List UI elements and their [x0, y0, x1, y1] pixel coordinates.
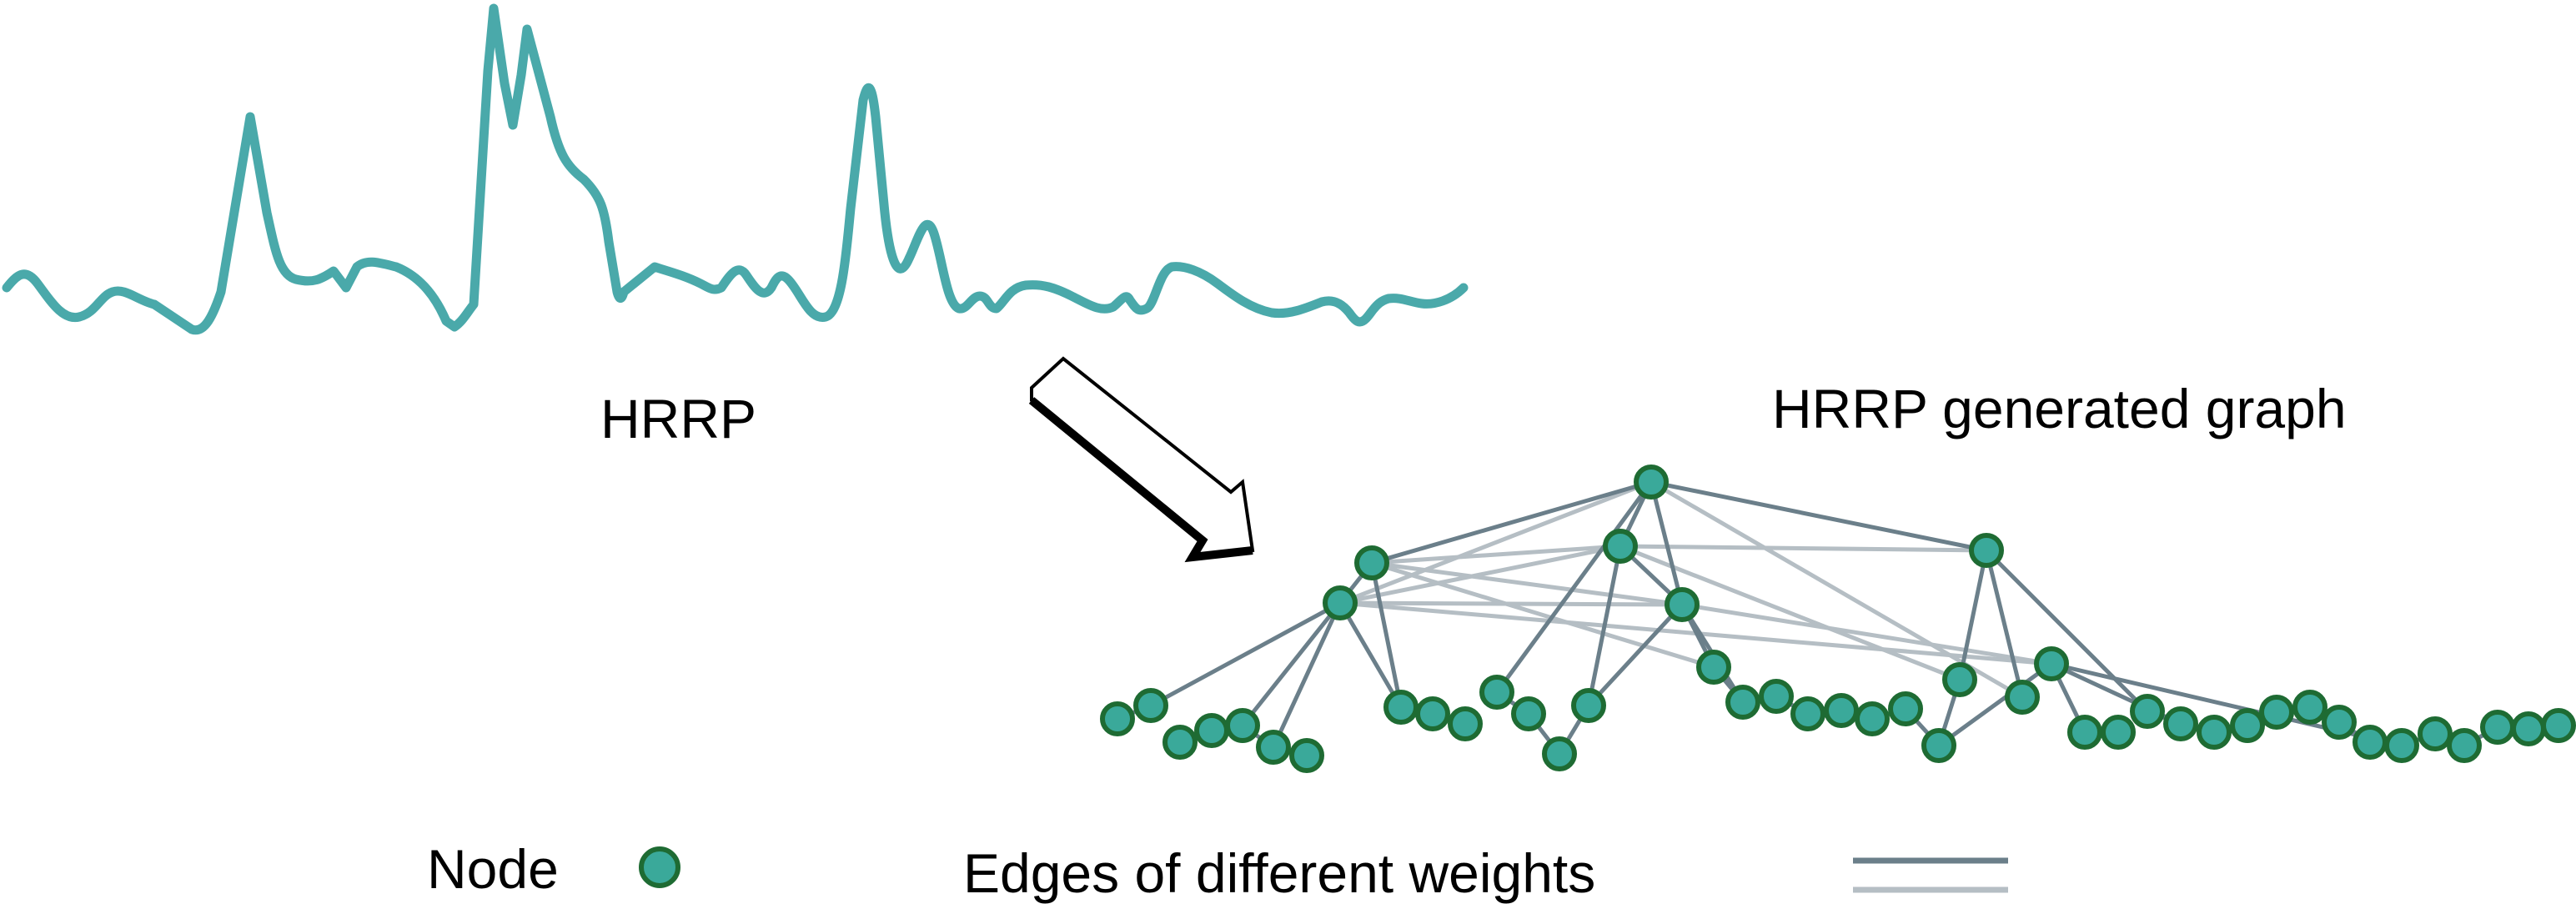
graph-nodes [1100, 465, 2576, 773]
graph-node [2480, 710, 2515, 745]
edge-light [1681, 602, 2052, 666]
graph-node [1603, 529, 1638, 564]
graph-node [1696, 650, 1731, 685]
graph-node [2067, 715, 2102, 750]
graph-node [2418, 716, 2453, 751]
edge-light [1371, 544, 1621, 565]
edge-dark [1241, 601, 1342, 727]
graph-node [1571, 688, 1606, 723]
edge-dark [1587, 603, 1684, 707]
edge-dark [1937, 661, 2053, 748]
graph-node [1824, 693, 1859, 728]
graph-node [1354, 545, 1389, 580]
graph-node [1759, 679, 1794, 714]
graph-node [1100, 701, 1135, 736]
graph-node [1888, 691, 1923, 726]
edge-dark [1984, 550, 2025, 698]
edge-light [1371, 560, 1683, 607]
edge-light [1339, 600, 1683, 607]
edge-light [1650, 480, 2024, 700]
graph-node [2353, 725, 2388, 760]
edge-dark [1650, 480, 1987, 553]
graph-node [1323, 585, 1358, 620]
graph-node [2101, 715, 2136, 750]
edge-dark [1371, 480, 1652, 565]
hollow-arrow-icon [1028, 356, 1255, 563]
graph-node [2322, 705, 2357, 740]
edge-dark [1338, 601, 1403, 709]
edge-dark [1649, 481, 1685, 605]
edge-light [1371, 560, 1715, 670]
edge-dark [1985, 549, 2149, 713]
graph-node [1855, 701, 1890, 736]
graph-node [1289, 738, 1324, 773]
graph-node [1415, 696, 1450, 731]
graph-node [1383, 690, 1419, 725]
graph-node [1665, 587, 1700, 622]
graph-node [1969, 533, 2004, 568]
graph-node [1942, 662, 1977, 697]
graph-node [1790, 696, 1825, 731]
node-circle-icon [639, 846, 680, 888]
graph-node [1921, 728, 1956, 763]
graph-title: HRRP generated graph [1772, 378, 2347, 439]
edge-light [1619, 544, 1987, 553]
graph-node [1256, 730, 1291, 765]
hrrp-label: HRRP [600, 388, 756, 449]
graph-node [2230, 708, 2265, 743]
graph-node [2197, 715, 2232, 750]
edge-dark [1149, 600, 1342, 708]
edge-dark [1271, 601, 1343, 749]
graph-node [1133, 688, 1168, 723]
edge-dark [1586, 545, 1623, 706]
graph-node [1225, 708, 1260, 743]
hrrp-signal [2, 3, 1469, 335]
graph-node [1542, 736, 1577, 771]
graph-node [1634, 465, 1669, 500]
graph-node [1194, 713, 1229, 748]
graph-node [2541, 708, 2576, 743]
graph-node [2005, 680, 2040, 715]
edge-dark [1957, 550, 1989, 680]
graph-node [1725, 685, 1760, 720]
hrrp-waveform-line [2, 3, 1469, 335]
graph-node [2034, 646, 2069, 681]
graph-node [2292, 690, 2327, 725]
graph-node [1162, 725, 1198, 760]
edge-light [1339, 480, 1652, 605]
graph-node [2447, 728, 2482, 763]
graph-node [2163, 706, 2198, 741]
edge-light [1619, 544, 1961, 682]
edge-legend-label: Edges of different weights [963, 842, 1595, 904]
graph-node [2384, 728, 2419, 763]
legend: Node Edges of different weights [427, 838, 2008, 904]
graph-node [1511, 696, 1546, 731]
graph-node [1479, 675, 1514, 710]
edge-dark [1494, 480, 1654, 694]
graph-node [2130, 694, 2165, 729]
node-legend-label: Node [427, 838, 559, 900]
edge-dark [1369, 562, 1403, 708]
graph-node [2511, 711, 2546, 746]
graph-node [2259, 695, 2294, 730]
graph-node [1448, 706, 1483, 741]
edge-light [1339, 544, 1621, 605]
